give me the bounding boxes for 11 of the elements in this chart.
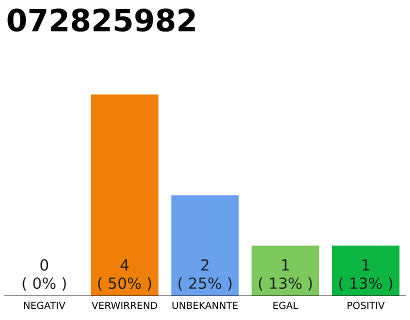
x-tick-label: VERWIRREND [92, 302, 158, 309]
x-tick-label: NEGATIV [24, 302, 66, 310]
data-label: 1 ( 13% ) [339, 259, 392, 291]
x-tick-label: UNBEKANNTE [172, 302, 238, 310]
data-label: 1 ( 13% ) [258, 259, 312, 291]
chart-title: 072825982 [8, 8, 195, 32]
x-tick-label: POSITIV [348, 302, 385, 310]
data-label: 0 ( 0% ) [22, 259, 66, 291]
data-label: 4 ( 50% ) [98, 259, 152, 291]
x-tick-label: EGAL [273, 302, 298, 310]
data-label: 2 ( 25% ) [178, 259, 232, 291]
